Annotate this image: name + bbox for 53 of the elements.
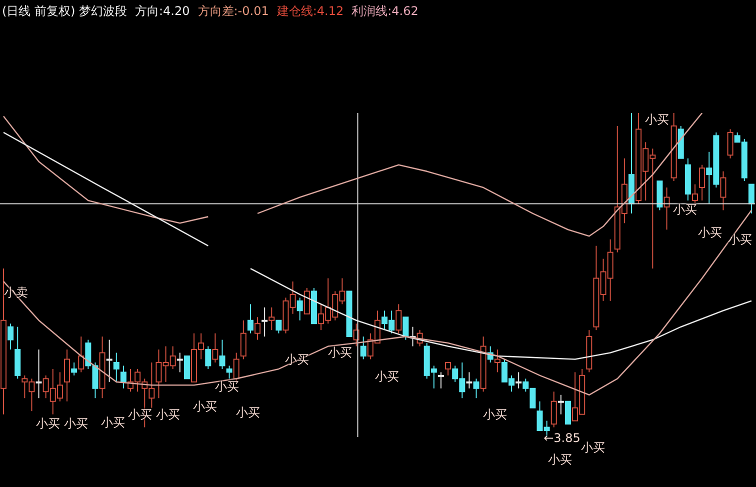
annotation: 小买: [673, 202, 697, 218]
text: 利润线:4.62: [352, 3, 418, 20]
candlestick: [240, 320, 246, 360]
candlestick: [664, 187, 670, 230]
candlestick: [226, 365, 232, 380]
candlestick: [494, 349, 500, 373]
candlestick: [720, 170, 726, 211]
candlestick: [304, 287, 310, 314]
candlestick: [699, 164, 706, 201]
candlestick: [247, 304, 254, 334]
text: 小买: [548, 452, 572, 468]
candlestick: [205, 346, 212, 370]
text: 建仓线:4.12: [276, 3, 344, 20]
candlestick: [212, 332, 218, 363]
candlestick: [564, 400, 571, 425]
candlestick: [516, 372, 522, 389]
text: 方向差:-0.01: [198, 3, 269, 20]
text: 方向:4.20: [135, 3, 190, 20]
annotation: 小买: [101, 414, 125, 432]
annotation: 小买: [236, 404, 260, 422]
annotation: 小买: [193, 398, 217, 416]
candlestick: [8, 323, 14, 350]
annotation: 小买: [375, 368, 399, 386]
candlestick: [748, 184, 754, 214]
candlestick: [727, 128, 734, 159]
candlestick: [64, 349, 70, 402]
candlestick: [473, 378, 480, 399]
candlestick: [296, 297, 303, 321]
candlestick: [445, 362, 452, 376]
annotation: ←3.85: [544, 431, 580, 445]
candlestick: [120, 365, 126, 389]
annotation: 小买: [36, 416, 60, 432]
candlestick: [78, 336, 84, 373]
text: 小买: [581, 440, 605, 456]
annotation: 小买: [156, 406, 180, 424]
annotation: 小买: [645, 112, 669, 128]
annotation: 小买: [215, 378, 239, 396]
candlestick: [402, 316, 409, 340]
candlestick: [276, 320, 282, 334]
annotation: 小买: [483, 406, 507, 424]
candlestick: [184, 356, 190, 380]
candlestick: [396, 304, 402, 334]
candlestick: [466, 372, 472, 389]
chart-title: (日线 前复权) 梦幻波段: [2, 3, 127, 20]
annotation: 小买: [64, 416, 88, 432]
candlestick: [71, 362, 78, 376]
candlestick: [254, 316, 261, 340]
candlestick: [219, 339, 226, 370]
candlestick: [360, 336, 366, 360]
annotation: 小买: [698, 224, 722, 242]
candlestick: [438, 372, 444, 389]
annotation: 小买: [328, 344, 352, 362]
candlestick: [113, 352, 120, 382]
